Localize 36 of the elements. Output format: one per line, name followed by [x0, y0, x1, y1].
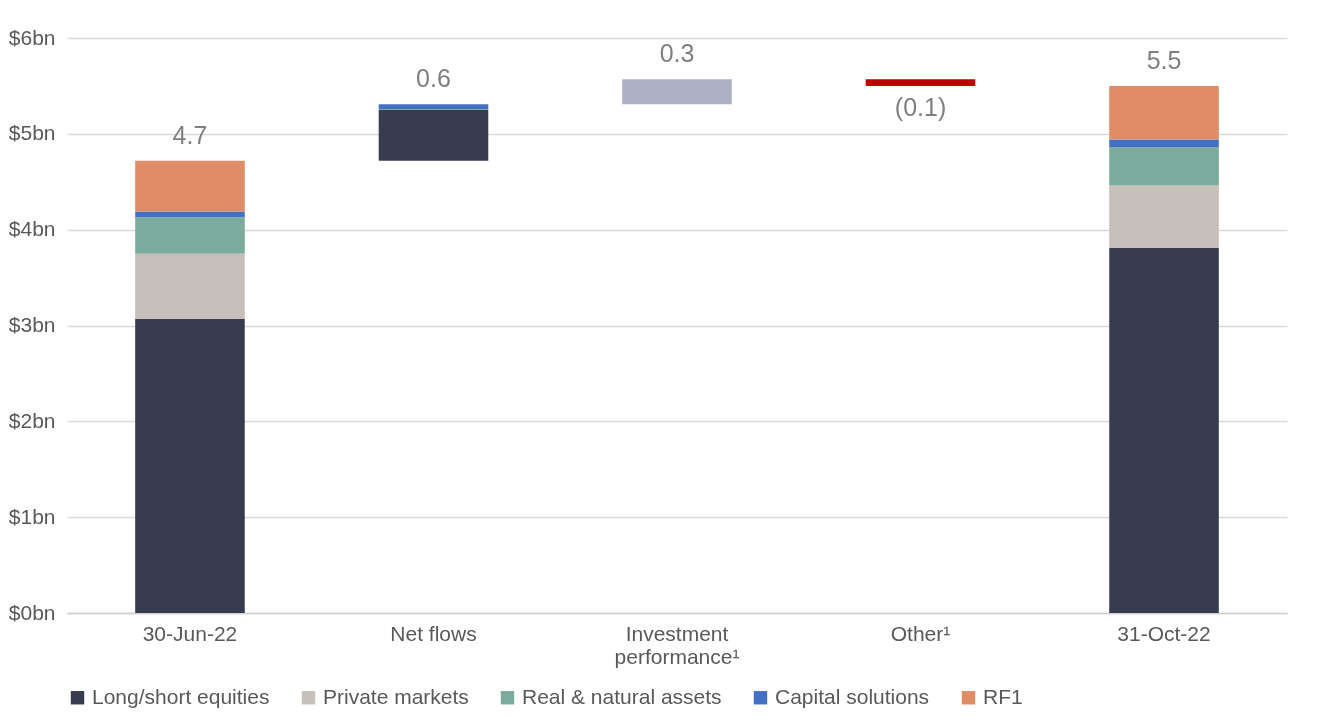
- y-tick-label: $6bn: [8, 25, 56, 49]
- total-label: 0.3: [659, 39, 695, 68]
- bar: [1109, 139, 1219, 148]
- bar: [135, 211, 245, 218]
- bar: [135, 318, 245, 613]
- bar: [378, 109, 489, 161]
- x-tick-label: Other¹: [890, 621, 951, 645]
- legend-label: Capital solutions: [775, 684, 930, 708]
- total-label: 0.6: [416, 64, 451, 93]
- y-tick-label: $1bn: [8, 504, 56, 528]
- y-tick-label: $0bn: [8, 600, 56, 624]
- total-label: 4.7: [172, 120, 208, 149]
- bar: [135, 253, 245, 319]
- bar: [135, 217, 245, 254]
- x-tick-label: 31-Oct-22: [1117, 621, 1211, 645]
- bar: [1109, 185, 1219, 248]
- bar: [378, 104, 489, 109]
- bar: [135, 160, 245, 212]
- x-tick-label: 30-Jun-22: [142, 621, 238, 645]
- y-tick-label: $2bn: [8, 408, 56, 432]
- x-tick-label: Investment performance¹: [614, 621, 740, 668]
- bar: [1109, 147, 1219, 186]
- y-tick-label: $3bn: [8, 313, 56, 336]
- bar: [1109, 247, 1219, 613]
- total-label: 5.5: [1146, 45, 1182, 74]
- y-tick-label: $4bn: [8, 217, 56, 241]
- bar: [865, 79, 976, 86]
- y-tick-label: $5bn: [8, 121, 56, 145]
- total-label: (0.1): [894, 92, 947, 121]
- x-tick-label: Net flows: [390, 621, 477, 645]
- bar: [622, 79, 732, 105]
- legend-label: Private markets: [323, 684, 469, 708]
- legend-label: Real & natural assets: [522, 684, 722, 708]
- legend-label: Long/short equities: [92, 684, 270, 708]
- bar: [1109, 85, 1219, 140]
- legend-label: RF1: [983, 684, 1023, 708]
